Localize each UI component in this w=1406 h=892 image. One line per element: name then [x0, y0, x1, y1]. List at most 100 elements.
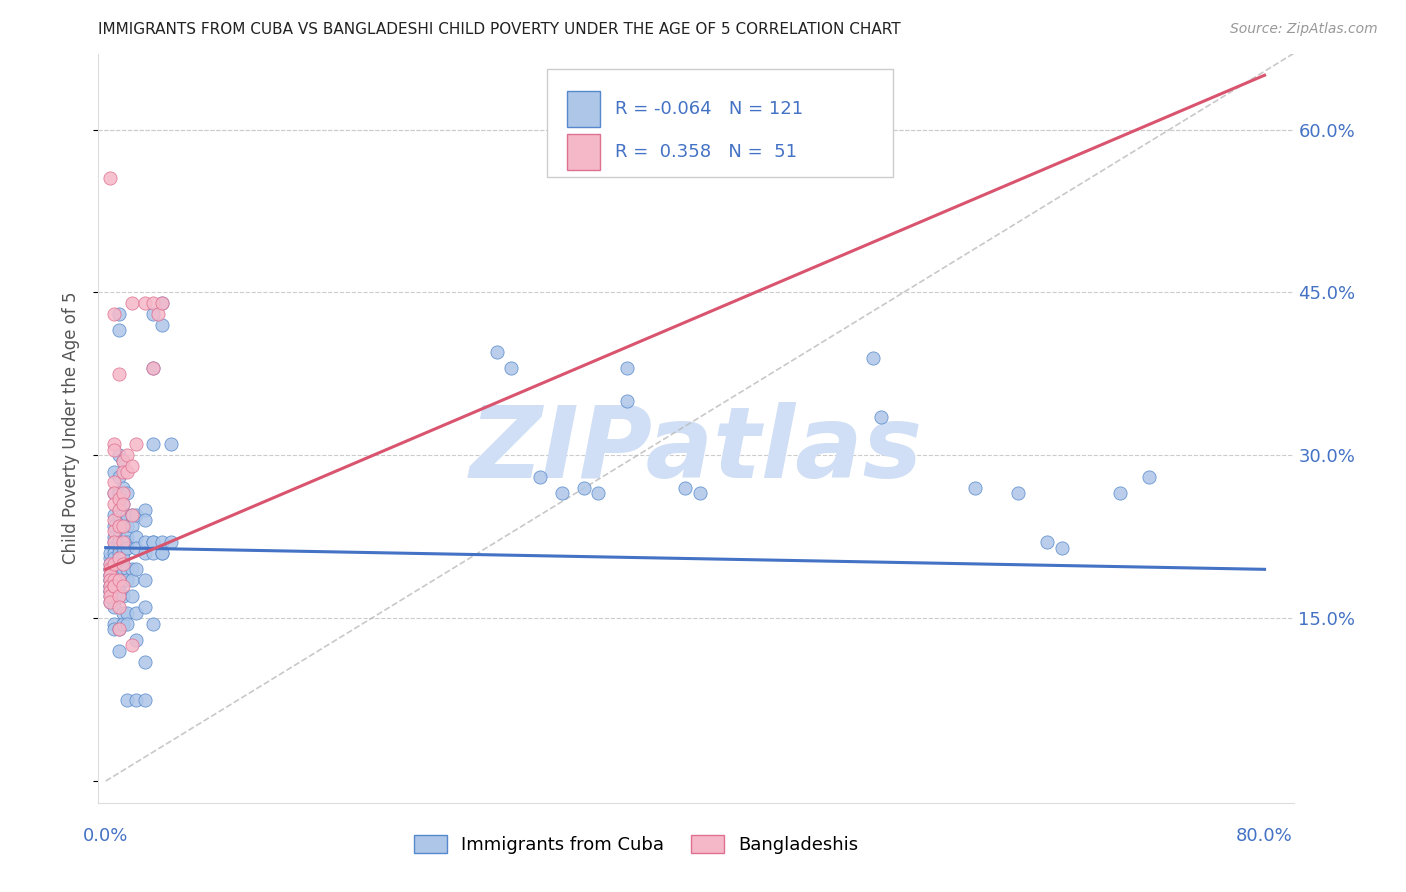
Point: [98, 573, 121, 587]
Point: [98, 567, 121, 582]
Point: [150, 318, 173, 332]
Point: [103, 573, 125, 587]
Point: [125, 692, 148, 706]
Point: [107, 535, 129, 549]
Point: [1137, 470, 1160, 484]
Point: [134, 513, 156, 527]
FancyBboxPatch shape: [567, 91, 600, 127]
Point: [103, 541, 125, 555]
Point: [98, 546, 121, 560]
Point: [107, 551, 129, 566]
Point: [103, 437, 125, 451]
Point: [103, 579, 125, 593]
Point: [103, 557, 125, 571]
Point: [103, 524, 125, 539]
Point: [117, 486, 139, 500]
Point: [98, 579, 121, 593]
Point: [142, 535, 165, 549]
Point: [150, 546, 173, 560]
Text: ZIPatlas: ZIPatlas: [470, 402, 922, 500]
Point: [107, 584, 129, 599]
Point: [98, 562, 121, 576]
Point: [103, 595, 125, 609]
Point: [112, 541, 135, 555]
Point: [121, 562, 143, 576]
Point: [98, 579, 121, 593]
Point: [103, 307, 125, 321]
Point: [134, 655, 156, 669]
FancyBboxPatch shape: [567, 135, 600, 170]
Point: [121, 508, 143, 522]
Point: [125, 606, 148, 620]
Point: [98, 590, 121, 604]
Point: [862, 351, 884, 365]
Point: [98, 573, 121, 587]
Point: [107, 367, 129, 381]
Point: [112, 551, 135, 566]
Point: [125, 530, 148, 544]
Point: [142, 535, 165, 549]
Point: [103, 530, 125, 544]
Point: [98, 595, 121, 609]
Point: [103, 486, 125, 500]
Text: 80.0%: 80.0%: [1236, 827, 1294, 845]
Point: [98, 562, 121, 576]
Point: [107, 502, 129, 516]
Point: [98, 584, 121, 599]
Text: R =  0.358   N =  51: R = 0.358 N = 51: [614, 144, 797, 161]
Point: [112, 454, 135, 468]
Point: [98, 595, 121, 609]
Point: [107, 600, 129, 615]
Point: [112, 481, 135, 495]
Point: [107, 519, 129, 533]
Point: [98, 567, 121, 582]
Point: [142, 307, 165, 321]
Point: [103, 535, 125, 549]
Point: [107, 622, 129, 636]
Point: [112, 519, 135, 533]
Point: [98, 557, 121, 571]
Point: [103, 546, 125, 560]
Point: [107, 541, 129, 555]
Point: [1007, 486, 1029, 500]
Point: [107, 573, 129, 587]
Point: [112, 535, 135, 549]
Point: [107, 573, 129, 587]
Point: [107, 590, 129, 604]
Point: [103, 519, 125, 533]
Point: [1108, 486, 1130, 500]
Point: [572, 481, 595, 495]
Point: [134, 546, 156, 560]
Point: [117, 448, 139, 462]
Point: [117, 519, 139, 533]
Point: [112, 497, 135, 511]
Point: [103, 584, 125, 599]
Point: [107, 644, 129, 658]
Point: [103, 590, 125, 604]
Point: [103, 513, 125, 527]
Point: [107, 590, 129, 604]
Point: [150, 296, 173, 310]
Point: [117, 616, 139, 631]
Point: [963, 481, 986, 495]
Point: [117, 692, 139, 706]
Point: [103, 465, 125, 479]
Point: [112, 579, 135, 593]
Point: [98, 584, 121, 599]
Point: [134, 573, 156, 587]
Point: [134, 296, 156, 310]
Point: [98, 551, 121, 566]
Point: [869, 410, 891, 425]
Point: [103, 600, 125, 615]
Point: [121, 296, 143, 310]
Point: [142, 616, 165, 631]
Point: [103, 442, 125, 457]
Point: [501, 361, 523, 376]
Point: [103, 497, 125, 511]
Point: [142, 296, 165, 310]
Point: [107, 486, 129, 500]
Point: [117, 606, 139, 620]
Point: [551, 486, 574, 500]
Point: [103, 573, 125, 587]
Point: [1050, 541, 1073, 555]
